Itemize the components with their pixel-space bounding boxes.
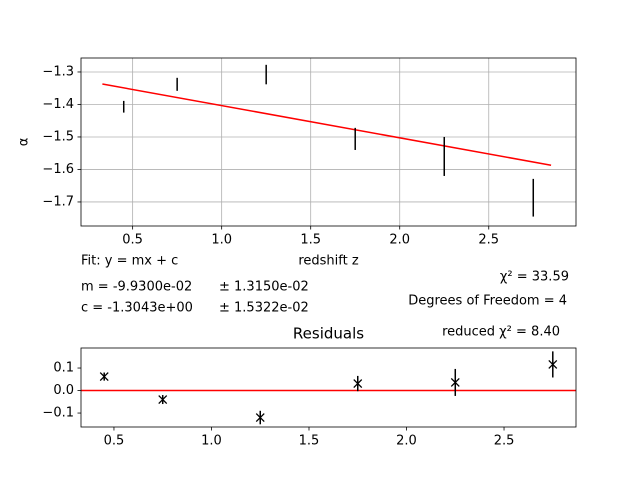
x-tick-label: 2.5 (478, 233, 499, 248)
axes-frame (80, 347, 577, 428)
y-axis-label: α (17, 138, 32, 147)
x-axis-label: redshift z (298, 254, 359, 269)
marker (255, 413, 265, 423)
annotation: χ² = 33.59 (500, 270, 569, 285)
x-tick-label: 1.0 (201, 434, 222, 449)
annotation: m = -9.9300e-02 (81, 280, 192, 295)
annotation: Fit: y = mx + c (81, 254, 178, 269)
marker (99, 372, 109, 382)
y-tick-label: 0.1 (53, 361, 74, 376)
axes-title: Residuals (293, 325, 364, 343)
axes-frame (80, 57, 577, 227)
marker (548, 359, 558, 369)
x-tick-label: 0.5 (122, 233, 143, 248)
x-tick-label: 2.5 (494, 434, 515, 449)
x-tick-label: 1.0 (211, 233, 232, 248)
annotation: Degrees of Freedom = 4 (408, 294, 567, 309)
y-tick-label: −0.1 (42, 406, 74, 421)
y-tick-label: −1.4 (42, 97, 74, 112)
x-tick-label: 2.0 (389, 233, 410, 248)
y-tick-label: −1.3 (42, 64, 74, 79)
marker (353, 379, 363, 389)
marker (450, 377, 460, 387)
annotation: ± 1.3150e-02 (219, 280, 309, 295)
annotation: reduced χ² = 8.40 (442, 325, 560, 340)
x-tick-label: 1.5 (299, 434, 320, 449)
marker (158, 395, 168, 405)
y-tick-label: −1.7 (42, 194, 74, 209)
y-tick-label: −1.6 (42, 162, 74, 177)
annotation: ± 1.5322e-02 (219, 301, 309, 316)
y-tick-label: 0.0 (53, 383, 74, 398)
x-tick-label: 0.5 (104, 434, 125, 449)
x-tick-label: 2.0 (396, 434, 417, 449)
y-tick-label: −1.5 (42, 129, 74, 144)
fit-line (102, 83, 552, 166)
annotation: c = -1.3043e+00 (81, 301, 193, 316)
x-tick-label: 1.5 (300, 233, 321, 248)
